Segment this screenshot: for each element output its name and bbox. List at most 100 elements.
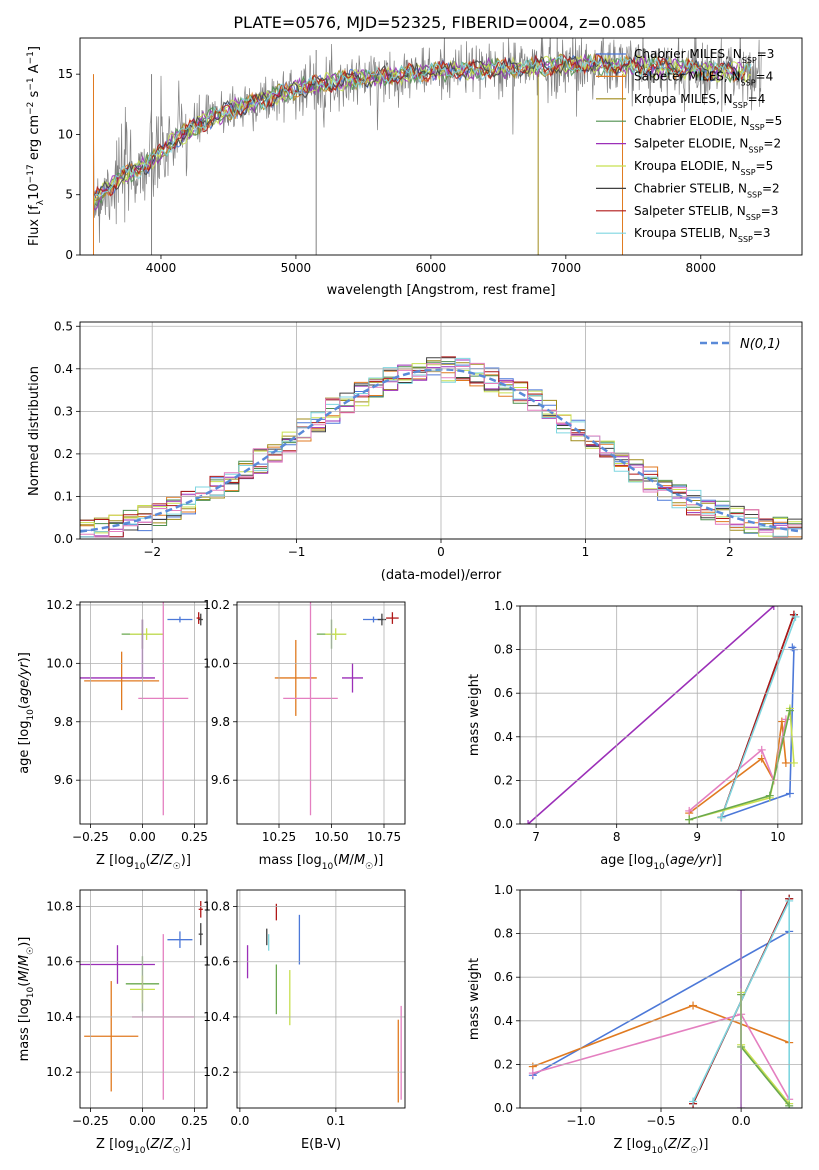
y-tick-label: 10.4 (203, 1010, 230, 1024)
y-tick-label: 10 (58, 127, 73, 141)
y-axis-label: age [log10(age/yr)] (17, 652, 36, 774)
y-tick-label: 9.6 (211, 773, 230, 787)
y-tick-label: 0.2 (494, 1057, 513, 1071)
y-tick-label: 9.8 (211, 715, 230, 729)
model-line-cyan (92, 55, 752, 200)
x-axis-label: E(B-V) (301, 1137, 341, 1152)
axes-frame (79, 321, 803, 540)
x-axis-label: Z [log10(Z/Z☉)] (614, 1137, 709, 1156)
x-tick-label: 0 (437, 545, 445, 559)
y-tick-label: 0.6 (494, 686, 513, 700)
y-axis-label: mass [log10(M/M☉)] (17, 937, 36, 1062)
x-tick-label: −0.25 (72, 830, 109, 844)
legend-entry: Kroupa MILES, NSSP=4 (634, 92, 765, 110)
x-tick-label: 0.0 (230, 1114, 249, 1128)
x-tick-label: −2 (143, 545, 161, 559)
y-tick-label: 10.2 (203, 598, 230, 612)
panel-residuals: −2 −1 0 1 2 0.0 0.1 0.2 0.3 0.4 0.5 N(0,1) (data-mod… (27, 319, 803, 583)
x-tick-label: 10.25 (262, 830, 296, 844)
y-tick-label: 1.0 (494, 599, 513, 613)
y-tick-label: 10.8 (203, 900, 230, 914)
x-tick-label: 2 (726, 545, 734, 559)
y-tick-label: 0.4 (494, 1014, 513, 1028)
legend-entry: Chabrier STELIB, NSSP=2 (634, 181, 780, 199)
y-tick-label: 0.2 (54, 447, 73, 461)
axes-frame (519, 889, 803, 1109)
legend-entry: Salpeter ELODIE, NSSP=2 (634, 137, 781, 155)
x-axis-label: age [log10(age/yr)] (600, 853, 722, 872)
y-tick-label: 0.8 (494, 643, 513, 657)
plot-area-weight_vs_age (524, 606, 800, 824)
x-tick-label: 10.50 (314, 830, 348, 844)
x-axis-label: mass [log10(M/M☉)] (259, 853, 384, 872)
axes-frame (79, 37, 803, 256)
y-tick-label: 5 (65, 188, 73, 202)
y-tick-label: 15 (58, 67, 73, 81)
y-tick-label: 0.4 (54, 362, 73, 376)
x-tick-label: −0.5 (646, 1114, 675, 1128)
y-tick-label: 0.2 (494, 773, 513, 787)
panel-age_vs_Z: −0.25 0.00 0.25 9.6 9.8 10.0 10.2 Z [log10(Z/Z☉… (17, 598, 208, 872)
y-tick-label: 9.8 (54, 715, 73, 729)
plot-area-mass_vs_ebv (246, 903, 402, 1103)
weight-line-pale_green (740, 994, 790, 1107)
weight-line-cyan (720, 616, 797, 818)
x-axis-label: Z [log10(Z/Z☉)] (96, 853, 191, 872)
x-tick-label: 0.25 (181, 1114, 208, 1128)
y-axis-label: mass weight (467, 674, 482, 756)
x-tick-label: −1.0 (566, 1114, 595, 1128)
x-tick-label: 0.00 (129, 1114, 156, 1128)
y-tick-label: 0.5 (54, 319, 73, 333)
y-tick-label: 0.0 (54, 532, 73, 546)
x-tick-label: 7000 (551, 261, 582, 275)
x-tick-label: 5000 (281, 261, 312, 275)
x-axis-label: (data-model)/error (381, 568, 502, 583)
x-tick-label: 9 (693, 830, 701, 844)
axes-frame (236, 889, 406, 1109)
y-axis-label: Normed distribution (27, 366, 42, 496)
x-tick-label: 4000 (146, 261, 177, 275)
x-tick-label: 8000 (686, 261, 717, 275)
plot-area-age_vs_mass (274, 602, 399, 816)
weight-line-pink (688, 719, 787, 812)
axes-frame (519, 605, 803, 825)
y-tick-label: 0.6 (494, 970, 513, 984)
y-axis-label: mass weight (467, 958, 482, 1040)
legend-entry: Salpeter MILES, NSSP=4 (634, 69, 773, 87)
figure-title: PLATE=0576, MJD=52325, FIBERID=0004, z=0… (233, 13, 646, 32)
legend-entry: Kroupa ELODIE, NSSP=5 (634, 159, 773, 177)
plot-area-mass_vs_Z (80, 901, 203, 1100)
x-tick-label: 0.25 (181, 830, 208, 844)
x-tick-label: 10.75 (367, 830, 401, 844)
y-tick-label: 0.0 (494, 1101, 513, 1115)
legend-entry: Kroupa STELIB, NSSP=3 (634, 226, 771, 244)
legend-entry: Chabrier ELODIE, NSSP=5 (634, 114, 782, 132)
y-tick-label: 1.0 (494, 883, 513, 897)
x-tick-label: −0.25 (72, 1114, 109, 1128)
x-tick-label: 6000 (416, 261, 447, 275)
y-tick-label: 0.3 (54, 404, 73, 418)
x-tick-label: −1 (288, 545, 306, 559)
y-tick-label: 10.2 (46, 598, 73, 612)
x-tick-label: 0.0 (732, 1114, 751, 1128)
x-axis-label: wavelength [Angstrom, rest frame] (327, 283, 556, 298)
y-tick-label: 0.8 (494, 927, 513, 941)
y-tick-label: 10.6 (46, 955, 73, 969)
x-tick-label: 0.1 (326, 1114, 345, 1128)
plot-area-spectrum (92, 38, 762, 255)
axes-frame (236, 601, 406, 825)
panel-mass_vs_ebv: 0.0 0.1 10.2 10.4 10.6 10.8 E(B-V) (203, 889, 406, 1152)
legend-entry: N(0,1) (740, 337, 781, 352)
panel-age_vs_mass: 10.25 10.50 10.75 9.6 9.8 10.0 10.2 mass [log10… (203, 598, 406, 872)
y-tick-label: 0.1 (54, 489, 73, 503)
y-tick-label: 0.4 (494, 730, 513, 744)
x-tick-label: 1 (582, 545, 590, 559)
y-tick-label: 10.6 (203, 955, 230, 969)
x-tick-label: 0.00 (129, 830, 156, 844)
x-tick-label: 8 (613, 830, 621, 844)
axes-frame (79, 601, 208, 825)
y-tick-label: 10.2 (203, 1065, 230, 1079)
axes-frame (79, 889, 208, 1109)
y-tick-label: 10.2 (46, 1065, 73, 1079)
